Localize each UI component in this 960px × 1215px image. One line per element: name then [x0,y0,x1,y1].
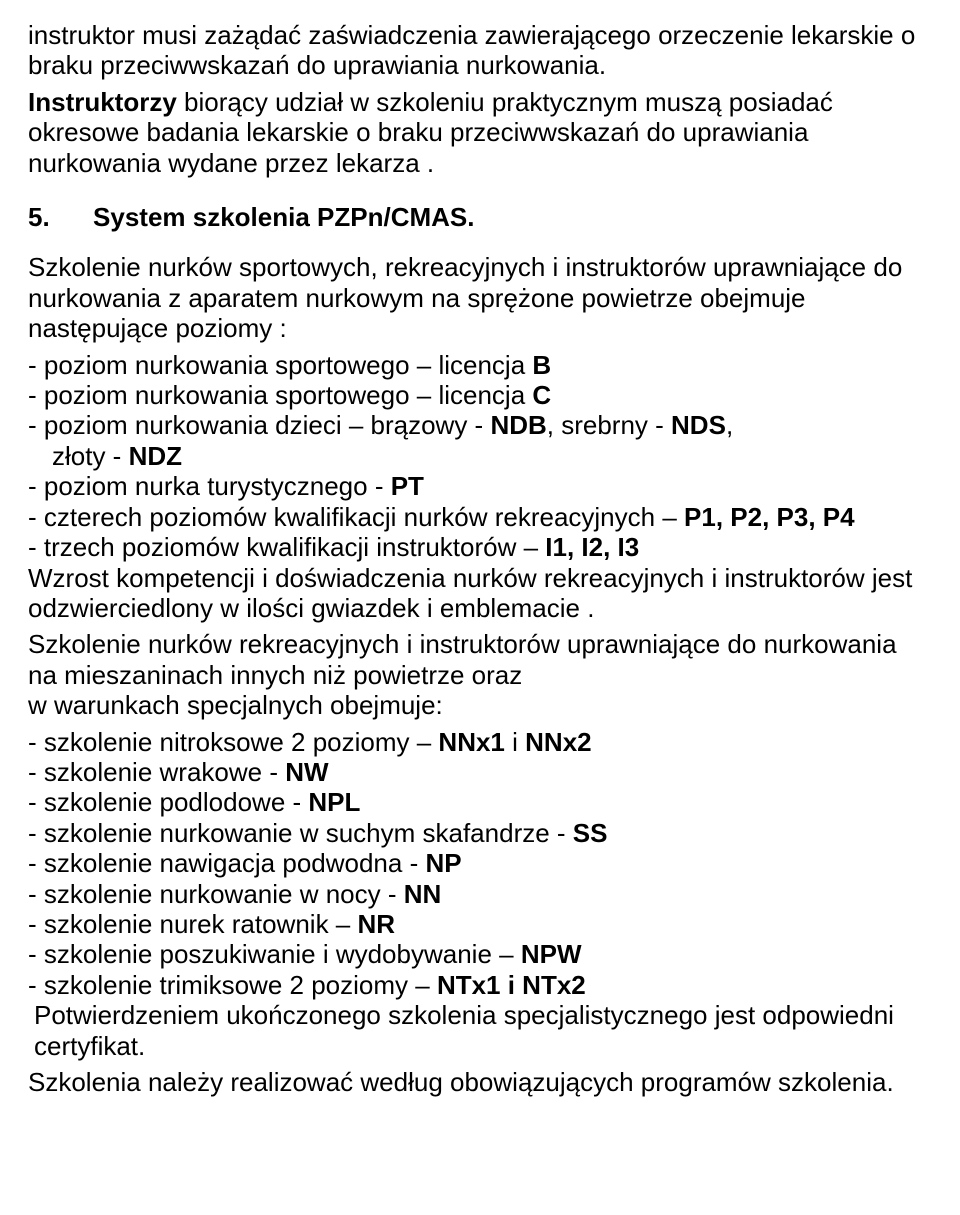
list-item: czterech poziomów kwalifikacji nurków re… [28,502,932,532]
list-levels: poziom nurkowania sportowego – licencja … [28,350,932,441]
list-item: szkolenie wrakowe - NW [28,757,932,787]
bold-code: NNx2 [525,727,591,757]
bold-code: NTx1 i NTx2 [437,970,586,1000]
paragraph-programs: Szkolenia należy realizować według obowi… [28,1067,932,1097]
heading-number: 5. [28,202,50,232]
text: poziom nurkowania sportowego – licencja [44,350,533,380]
bold-code: NR [358,909,396,939]
heading-text: System szkolenia PZPn/CMAS. [93,202,474,232]
text: szkolenie nawigacja podwodna - [44,848,426,878]
text: złoty - [52,441,129,471]
text: , [726,410,733,440]
list-levels-cont: poziom nurka turystycznego - PT czterech… [28,471,932,562]
bold-code: NPL [308,787,360,817]
paragraph-competence: Wzrost kompetencji i doświadczenia nurkó… [28,563,932,624]
paragraph-certificate: Potwierdzeniem ukończonego szkolenia spe… [28,1000,932,1061]
bold-code: SS [573,818,608,848]
list-item: poziom nurka turystycznego - PT [28,471,932,501]
bold-code: NPW [521,939,582,969]
text: szkolenie wrakowe - [44,757,285,787]
bold-code: I1, I2, I3 [545,532,639,562]
list-item: szkolenie nawigacja podwodna - NP [28,848,932,878]
list-item: szkolenie podlodowe - NPL [28,787,932,817]
text: szkolenie poszukiwanie i wydobywanie – [44,939,521,969]
list-item: szkolenie nurkowanie w suchym skafandrze… [28,818,932,848]
paragraph-mixtures-1: Szkolenie nurków rekreacyjnych i instruk… [28,629,932,690]
text: poziom nurka turystycznego - [44,471,391,501]
text: trzech poziomów kwalifikacji instruktoró… [44,532,545,562]
paragraph-mixtures-2: w warunkach specjalnych obejmuje: [28,690,932,720]
text: , srebrny - [547,410,671,440]
bold-code: PT [391,471,424,501]
text: poziom nurkowania sportowego – licencja [44,380,533,410]
bold-code: P1, P2, P3, P4 [684,502,855,532]
text: szkolenie nitroksowe 2 poziomy – [44,727,439,757]
text: szkolenie nurek ratownik – [44,909,358,939]
list-item: szkolenie nurkowanie w nocy - NN [28,879,932,909]
list-item: poziom nurkowania dzieci – brązowy - NDB… [28,410,932,440]
list-item: trzech poziomów kwalifikacji instruktoró… [28,532,932,562]
list-item: szkolenie nitroksowe 2 poziomy – NNx1 i … [28,727,932,757]
bold-code: NW [285,757,328,787]
section-heading-5: 5. System szkolenia PZPn/CMAS. [28,202,932,232]
text: szkolenie podlodowe - [44,787,309,817]
bold-code: C [532,380,551,410]
bold-code: NDZ [129,441,182,471]
text: poziom nurkowania dzieci – brązowy - [44,410,491,440]
text: i [505,727,525,757]
list-special-training: szkolenie nitroksowe 2 poziomy – NNx1 i … [28,727,932,1001]
bold-code: B [532,350,551,380]
text: czterech poziomów kwalifikacji nurków re… [44,502,684,532]
list-item: szkolenie trimiksowe 2 poziomy – NTx1 i … [28,970,932,1000]
text: szkolenie trimiksowe 2 poziomy – [44,970,437,1000]
text: szkolenie nurkowanie w nocy - [44,879,404,909]
text: szkolenie nurkowanie w suchym skafandrze… [44,818,573,848]
list-item: poziom nurkowania sportowego – licencja … [28,380,932,410]
paragraph-intro-1: instruktor musi zażądać zaświadczenia za… [28,20,932,81]
list-item-continuation: złoty - NDZ [28,441,932,471]
bold-code: NN [404,879,442,909]
bold-code: NNx1 [438,727,504,757]
paragraph-intro-2: Instruktorzy biorący udział w szkoleniu … [28,87,932,178]
document-page: instruktor musi zażądać zaświadczenia za… [0,0,960,1123]
bold-code: NDS [671,410,726,440]
paragraph-levels-intro: Szkolenie nurków sportowych, rekreacyjny… [28,252,932,343]
list-item: szkolenie poszukiwanie i wydobywanie – N… [28,939,932,969]
list-item: szkolenie nurek ratownik – NR [28,909,932,939]
bold-instruktorzy: Instruktorzy [28,87,177,117]
bold-code: NP [425,848,461,878]
list-item: poziom nurkowania sportowego – licencja … [28,350,932,380]
bold-code: NDB [490,410,546,440]
